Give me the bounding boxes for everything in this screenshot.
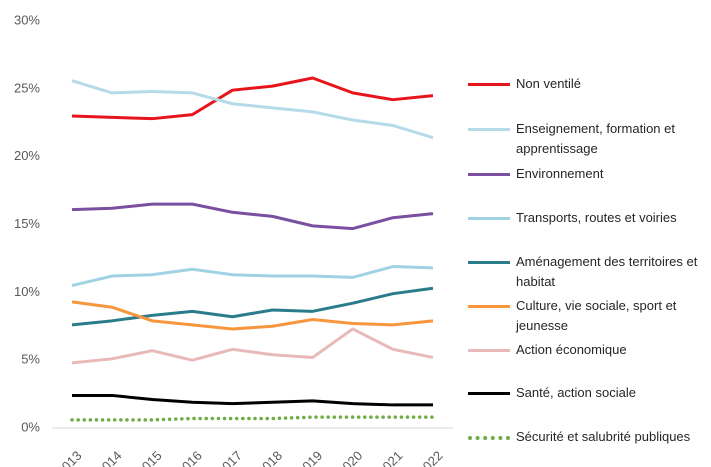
y-tick-label: 20% — [14, 148, 40, 163]
legend-swatch — [468, 83, 510, 86]
x-tick-label: 2013 — [53, 448, 84, 467]
legend-label: Sécurité et salubrité publiques — [516, 429, 691, 444]
x-tick-label: 2019 — [294, 448, 325, 467]
legend-item: Environnement — [468, 164, 711, 184]
legend-item: Enseignement, formation et apprentissage — [468, 119, 711, 159]
x-tick-label: 2018 — [254, 448, 285, 467]
legend-item: Sécurité et salubrité publiques — [468, 427, 711, 447]
series-line — [71, 327, 434, 365]
series-line — [71, 202, 434, 231]
y-tick-label: 0% — [21, 419, 40, 434]
legend-label: Aménagement des territoires et habitat — [516, 254, 698, 289]
x-tick-label: 2016 — [174, 448, 205, 467]
legend-swatch — [468, 217, 510, 220]
y-tick-label: 5% — [21, 352, 40, 367]
legend-label: Culture, vie sociale, sport et jeunesse — [516, 298, 677, 333]
legend-item: Non ventilé — [468, 74, 711, 94]
legend-label: Environnement — [516, 166, 604, 181]
legend-item: Aménagement des territoires et habitat — [468, 252, 711, 292]
series-line — [71, 300, 434, 331]
y-tick-label: 15% — [14, 216, 40, 231]
legend-label: Non ventilé — [516, 76, 582, 91]
x-tick-label: 2014 — [94, 448, 125, 467]
legend-swatch — [468, 349, 510, 352]
legend-swatch — [468, 128, 510, 131]
legend-item: Culture, vie sociale, sport et jeunesse — [468, 296, 711, 336]
legend-label: Santé, action sociale — [516, 385, 636, 400]
legend-swatch — [468, 436, 510, 440]
y-tick-label: 30% — [14, 12, 40, 27]
y-tick-label: 10% — [14, 284, 40, 299]
x-tick-label: 2017 — [214, 448, 245, 467]
x-tick-label: 2015 — [134, 448, 165, 467]
legend-swatch — [468, 305, 510, 308]
x-tick-label: 2020 — [334, 448, 365, 467]
legend-label: Enseignement, formation et apprentissage — [516, 121, 675, 156]
series-line — [71, 79, 434, 140]
legend-label: Action économique — [516, 342, 627, 357]
legend-item: Action économique — [468, 340, 711, 360]
legend-item: Transports, routes et voiries — [468, 208, 711, 228]
series-line — [71, 286, 434, 327]
series-line — [70, 415, 435, 422]
series-line — [71, 265, 434, 288]
series-line — [72, 393, 433, 407]
legend-label: Transports, routes et voiries — [516, 210, 677, 225]
legend-swatch — [468, 392, 510, 395]
series-line — [71, 76, 434, 121]
x-tick-label: 2021 — [374, 448, 405, 467]
y-tick-label: 25% — [14, 80, 40, 95]
x-tick-label: 2022 — [414, 448, 445, 467]
legend-swatch — [468, 261, 510, 264]
legend-swatch — [468, 173, 510, 176]
legend-item: Santé, action sociale — [468, 383, 711, 403]
